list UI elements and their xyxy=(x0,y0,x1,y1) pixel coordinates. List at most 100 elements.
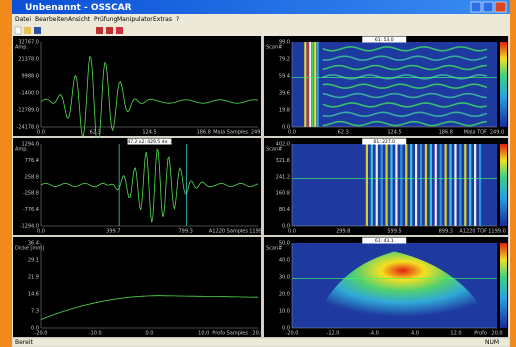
x-tick-label: 399.7 xyxy=(106,229,120,235)
y-tick-label: 29.1 xyxy=(28,258,39,264)
y-unit: Dicke [mm] xyxy=(15,246,44,252)
panel-bg xyxy=(13,237,261,337)
y-tick-label: 21378.0 xyxy=(18,57,39,63)
y-tick-label: 14.6 xyxy=(28,292,39,298)
menu-item[interactable]: Ansicht xyxy=(68,16,91,23)
menu-item[interactable]: Prüfung xyxy=(94,16,118,23)
x-tick-label: 799.3 xyxy=(179,229,193,235)
echo-band xyxy=(322,92,487,99)
stripe xyxy=(400,144,403,226)
x-tick-label: 249.0 xyxy=(251,130,265,136)
x-tick-label: 599.5 xyxy=(387,229,401,235)
x-tick-label: -10.0 xyxy=(89,331,102,337)
x-label: Profo Samples xyxy=(212,331,248,337)
x-tick-label: 0.0 xyxy=(37,130,45,136)
status-num: NUM xyxy=(485,339,499,346)
tool-save[interactable] xyxy=(34,27,41,34)
stripe xyxy=(464,144,467,226)
y-tick-label: 99.0 xyxy=(279,40,290,46)
y-tick-label: 402.0 xyxy=(276,142,290,148)
menu-item[interactable]: Bearbeiten xyxy=(35,16,68,23)
y-tick-label: -258.8 xyxy=(23,191,39,197)
stripe xyxy=(439,144,442,226)
x-tick-label: 186.8 xyxy=(439,130,453,136)
echo-band xyxy=(322,102,487,108)
y-tick-label: 36.4 xyxy=(28,241,39,247)
x-tick-label: 0.0 xyxy=(288,229,296,235)
y-tick-label: 80.4 xyxy=(279,207,290,213)
colorbar xyxy=(500,144,507,226)
panel: 99.0 79.2 59.4 39.6 19.8 0.0 Scan# 0.0 62.3 124.5… xyxy=(264,36,508,136)
marker-box xyxy=(362,36,407,43)
y-tick-label: -12789.0 xyxy=(17,108,39,114)
tool-a[interactable] xyxy=(96,27,103,34)
y-tick-label: 30.0 xyxy=(279,275,290,281)
plot-bg xyxy=(292,144,497,226)
x-tick-label: 1199.0 xyxy=(249,229,267,235)
stripe xyxy=(390,144,393,226)
stripe xyxy=(370,144,373,226)
y-tick-label: 258.8 xyxy=(25,174,39,180)
stripe xyxy=(449,144,452,226)
y-tick-label: 241.2 xyxy=(276,174,290,180)
tool-c[interactable] xyxy=(116,27,123,34)
y-tick-label: 39.6 xyxy=(279,91,290,97)
x-tick-label: 1199.0 xyxy=(488,229,506,235)
y-tick-label: 0.0 xyxy=(31,326,39,332)
echo-band xyxy=(322,120,487,127)
y-tick-label: 59.4 xyxy=(279,74,290,80)
window-title: Unbenannt - OSSCAR xyxy=(25,3,132,13)
maximize-button[interactable] xyxy=(482,1,494,13)
stripe xyxy=(474,144,477,226)
echo-band xyxy=(322,83,488,89)
stripe xyxy=(385,144,388,226)
marker-box xyxy=(362,138,407,145)
stripe xyxy=(459,144,462,226)
stripe xyxy=(306,42,309,127)
panels: 32767.0 21378.0 9988.0 -1400.0 -12789.0 -2417… xyxy=(13,36,508,337)
x-tick-label: 10.0 xyxy=(198,331,209,337)
panel: 402.0 321.6 241.2 160.8 80.4 0.0 Scan# 0.0 299.8… xyxy=(264,138,508,235)
stripe xyxy=(380,144,383,226)
echo-band xyxy=(322,64,487,71)
stripe xyxy=(365,144,368,226)
x-tick-label: 899.3 xyxy=(439,229,453,235)
menu-item[interactable]: ? xyxy=(176,16,179,23)
waveform xyxy=(40,295,258,320)
marker-label: 61: 227.0 xyxy=(373,139,395,145)
x-tick-label: -20.0 xyxy=(286,331,299,337)
stripe xyxy=(375,144,378,226)
x-tick-label: 0.0 xyxy=(146,331,154,337)
minimize-button[interactable] xyxy=(470,1,482,13)
x-tick-label: 20.0 xyxy=(491,331,502,337)
menu-bar: Datei Bearbeiten Ansicht Prüfung Manipulator… xyxy=(15,16,179,23)
menu-item[interactable]: Extras xyxy=(153,16,172,23)
stripe xyxy=(311,42,314,127)
y-tick-label: 0.0 xyxy=(282,125,290,131)
menu-item[interactable]: Datei xyxy=(15,16,31,23)
menu-item[interactable]: Manipulator xyxy=(117,16,153,23)
x-label: Mala Samples xyxy=(213,130,248,136)
waveform xyxy=(40,56,259,150)
status-text: Bereit xyxy=(15,339,34,346)
marker-label: 61: 43.1 xyxy=(375,238,394,244)
stripe xyxy=(478,144,482,226)
y-tick-label: -1294.0 xyxy=(20,224,39,230)
stripe xyxy=(415,144,418,226)
x-tick-label: 0.0 xyxy=(37,229,45,235)
y-tick-label: 20.0 xyxy=(279,292,290,298)
x-label: Mala TOF xyxy=(464,130,487,136)
stripe xyxy=(304,42,307,127)
close-button[interactable] xyxy=(494,1,507,13)
tool-open[interactable] xyxy=(24,27,31,34)
x-tick-label: 4.0 xyxy=(411,331,419,337)
y-tick-label: 19.8 xyxy=(279,108,290,114)
y-tick-label: 10.0 xyxy=(279,309,290,315)
tool-b[interactable] xyxy=(106,27,113,34)
y-tick-label: -1400.0 xyxy=(20,91,39,97)
stripe xyxy=(454,144,457,226)
marker-label: 61: 53.0 xyxy=(375,37,394,43)
marker-label: x1: 747.2 x2: 429.5 dx: 317.7 xyxy=(116,139,183,145)
tool-new[interactable] xyxy=(14,26,22,35)
y-unit: Scan# xyxy=(266,147,282,153)
